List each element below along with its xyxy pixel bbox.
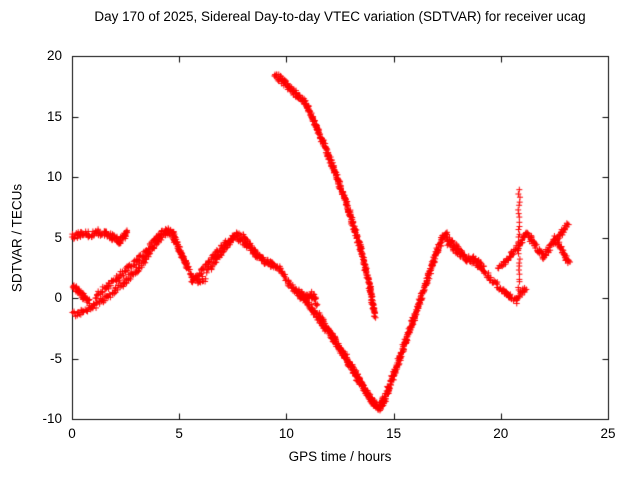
x-tick-label: 10	[278, 426, 294, 441]
chart-title: Day 170 of 2025, Sidereal Day-to-day VTE…	[94, 9, 586, 24]
y-tick-label: 15	[46, 108, 62, 124]
y-tick-label: 20	[46, 48, 62, 63]
x-axis-label: GPS time / hours	[288, 449, 392, 464]
y-tick-label: -5	[49, 350, 62, 366]
x-tick-label: 5	[175, 426, 183, 441]
x-tick-label: 0	[68, 426, 76, 441]
y-tick-label: 0	[54, 290, 62, 305]
y-tick-label: -10	[42, 411, 62, 426]
y-tick-label: 5	[54, 229, 62, 245]
x-tick-label: 15	[386, 426, 402, 441]
y-tick-label: 10	[46, 169, 62, 184]
x-tick-label: 25	[600, 426, 616, 441]
x-tick-label: 20	[493, 426, 509, 441]
